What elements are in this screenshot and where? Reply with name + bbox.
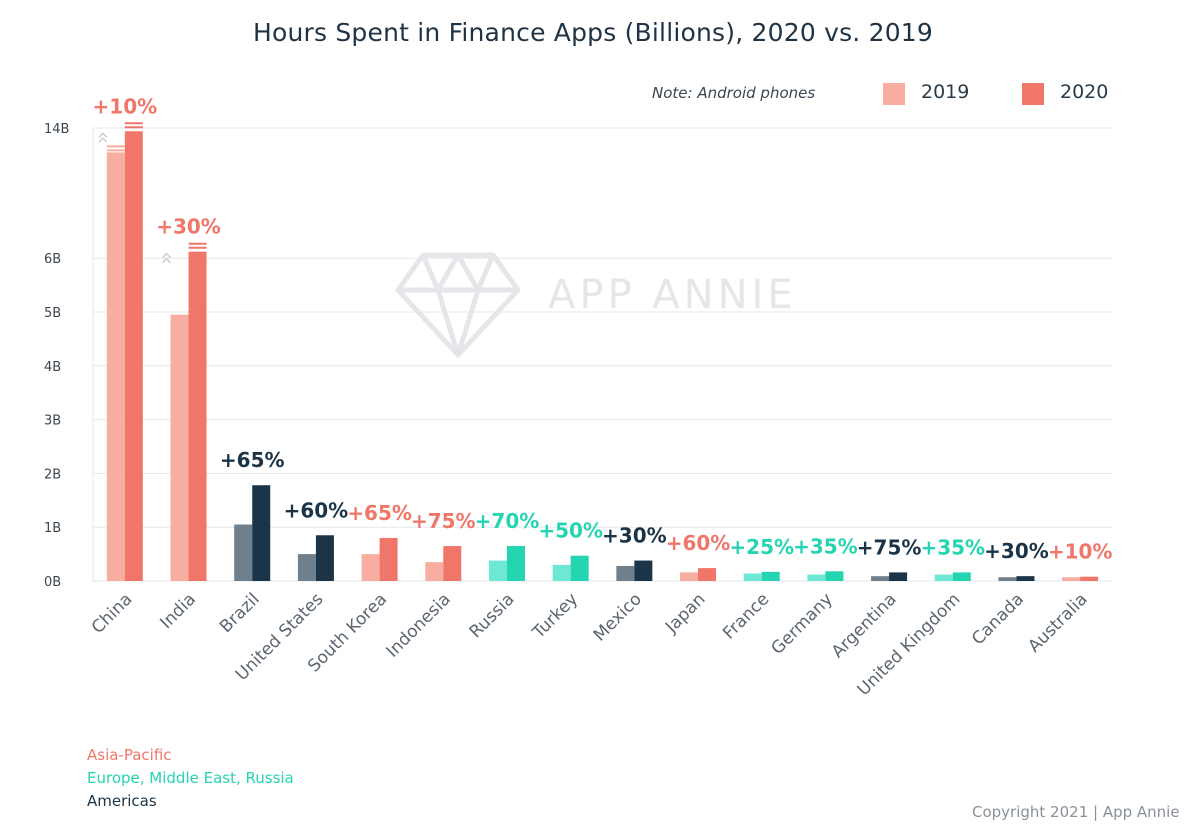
category-label: Turkey xyxy=(528,589,582,643)
y-tick-label: 3B xyxy=(44,414,61,429)
growth-label: +65% xyxy=(347,501,412,525)
break-arrow-icon xyxy=(98,137,108,143)
growth-label: +75% xyxy=(857,535,922,559)
break-arrow-icon xyxy=(98,132,108,138)
bar-2019 xyxy=(170,314,189,581)
bar-2020 xyxy=(1016,576,1035,581)
bar-2019 xyxy=(871,576,890,581)
category-label: Mexico xyxy=(590,589,646,645)
growth-label: +75% xyxy=(411,509,476,533)
bar-2020 xyxy=(443,546,462,581)
y-tick-label: 2B xyxy=(44,467,61,482)
growth-label: +60% xyxy=(666,531,731,555)
region-legend: Asia-Pacific Europe, Middle East, Russia… xyxy=(87,744,294,813)
region-asia-pacific: Asia-Pacific xyxy=(87,746,172,764)
y-tick-label: 0B xyxy=(44,575,61,590)
y-tick-label: 6B xyxy=(44,252,61,267)
bar-2019 xyxy=(680,572,699,581)
y-tick-label: 5B xyxy=(44,306,61,321)
bar-2020 xyxy=(952,572,971,581)
growth-label: +70% xyxy=(475,509,540,533)
bar-2019 xyxy=(488,560,507,581)
bar-2020 xyxy=(188,251,207,581)
bar-2020 xyxy=(379,537,398,581)
copyright: Copyright 2021 | App Annie xyxy=(972,803,1180,821)
bar-2019 xyxy=(998,577,1017,581)
watermark: APP ANNIE xyxy=(393,250,853,360)
category-label: Australia xyxy=(1024,589,1091,656)
bar-2020 xyxy=(698,568,717,581)
category-label: Brazil xyxy=(216,589,264,637)
bar-2019 xyxy=(361,554,380,581)
region-emea: Europe, Middle East, Russia xyxy=(87,769,294,787)
category-label: Indonesia xyxy=(383,589,455,661)
bar-2019 xyxy=(297,554,316,581)
growth-label: +35% xyxy=(920,535,985,559)
growth-label: +30% xyxy=(602,524,667,548)
legend-swatch-2020 xyxy=(1022,83,1044,105)
growth-label: +30% xyxy=(984,539,1049,563)
legend-label-2019: 2019 xyxy=(921,81,970,103)
break-arrow-icon xyxy=(162,257,172,264)
watermark-text: APP ANNIE xyxy=(548,272,797,318)
growth-label: +60% xyxy=(284,498,349,522)
growth-label: +50% xyxy=(538,519,603,543)
bar-2020 xyxy=(634,560,653,581)
category-label: India xyxy=(156,589,200,633)
bar-2019 xyxy=(106,152,125,581)
legend-label-2020: 2020 xyxy=(1060,81,1109,103)
region-americas: Americas xyxy=(87,792,157,810)
growth-label: +10% xyxy=(93,94,158,118)
break-arrow-icon xyxy=(162,252,172,259)
diamond-logo-icon xyxy=(395,252,521,358)
chart-title: Hours Spent in Finance Apps (Billions), … xyxy=(252,18,934,47)
bar-2019 xyxy=(934,574,953,581)
bar-2020 xyxy=(1080,576,1099,581)
growth-label: +35% xyxy=(793,534,858,558)
bar-2020 xyxy=(506,546,525,581)
bar-2019 xyxy=(616,565,635,581)
bar-2020 xyxy=(315,535,334,581)
bar-2020 xyxy=(124,131,143,581)
bar-2019 xyxy=(743,573,762,581)
bar-2019 xyxy=(1062,577,1081,581)
y-tick-label: 4B xyxy=(44,360,61,375)
y-tick-label: 1B xyxy=(44,521,61,536)
growth-label: +10% xyxy=(1048,540,1113,564)
growth-label: +25% xyxy=(729,535,794,559)
bar-2020 xyxy=(825,571,844,581)
legend-swatch-2019 xyxy=(883,83,905,105)
bar-2019 xyxy=(234,524,253,581)
growth-label: +30% xyxy=(156,215,221,239)
category-label: Japan xyxy=(661,589,709,637)
bar-2020 xyxy=(570,555,589,581)
y-tick-label: 14B xyxy=(44,122,69,137)
bar-2020 xyxy=(761,571,780,581)
chart-note: Note: Android phones xyxy=(652,84,816,102)
category-label: France xyxy=(719,589,773,643)
category-label: Germany xyxy=(768,589,837,658)
bar-2019 xyxy=(425,562,444,581)
bar-2019 xyxy=(552,564,571,581)
bar-2019 xyxy=(807,574,826,581)
bar-2020 xyxy=(252,485,271,581)
bar-2020 xyxy=(889,572,908,581)
category-label: China xyxy=(88,589,136,637)
category-label: Canada xyxy=(968,589,1028,649)
growth-label: +65% xyxy=(220,448,285,472)
category-label: Russia xyxy=(466,589,519,642)
